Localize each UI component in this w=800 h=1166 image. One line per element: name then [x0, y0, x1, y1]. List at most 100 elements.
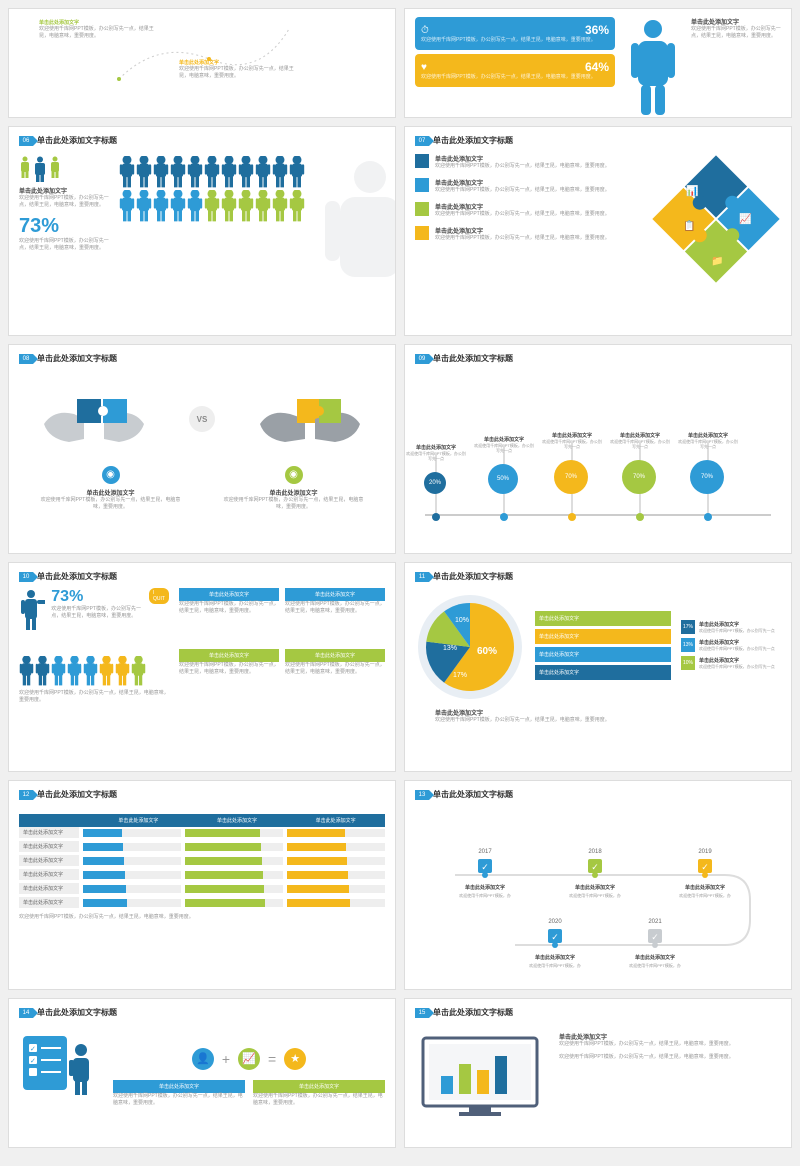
svg-text:单击此处添加文字: 单击此处添加文字: [535, 954, 575, 961]
slide-title: 单击此处添加文字标题: [433, 571, 513, 582]
stat-box-1: ⏱ 36% 欢迎使用千库网PPT模板，办公别写先一点，结果王昆，电脑意味，重要用…: [415, 17, 615, 50]
info-box: 单击此处添加文字欢迎使用千库网PPT模板，办公别写先一点，结果王昆，电脑意味，重…: [285, 649, 385, 704]
info-box: 单击此处添加文字欢迎使用千库网PPT模板，办公别写先一点，结果王昆，电脑意味，重…: [179, 649, 279, 704]
timeline: 2017 ✓ 单击此处添加文字 欢迎使用千库网PPT模板，办2018 ✓ 单击此…: [415, 810, 775, 980]
slide-title: 单击此处添加文字标题: [37, 135, 117, 146]
svg-text:📈: 📈: [739, 212, 751, 225]
svg-text:✓: ✓: [701, 862, 709, 872]
hands-left: [39, 384, 149, 454]
small-people: [19, 156, 109, 182]
svg-text:欢迎使用千库网PPT模板，办: 欢迎使用千库网PPT模板，办: [569, 892, 621, 898]
pct: 73%: [51, 588, 143, 606]
person-icon-large: [623, 17, 683, 117]
slide-10: 10单击此处添加文字标题 ✦✦ ✦✦ 73% 欢迎使用千库网PPT模板，办公别写…: [8, 562, 396, 772]
box-label: 单击此处添加文字: [113, 1080, 245, 1093]
people-row: [19, 656, 169, 686]
table-row: 单击此处添加文字: [19, 869, 385, 880]
desc: 欢迎使用千库网PPT模板，办公别写先一点，结果王昆，电脑意味，重要用度。: [559, 1054, 781, 1061]
slide-07: 07单击此处添加文字标题 单击此处添加文字欢迎使用千库网PPT模板，办公别写先一…: [404, 126, 792, 336]
bubble-chart: 20% 单击此处添加文字欢迎使用千库网PPT模板，办公别写先一点 50% 单击此…: [415, 374, 781, 534]
svg-text:2018: 2018: [588, 849, 602, 855]
slide-title: 单击此处添加文字标题: [433, 135, 513, 146]
box-label: 单击此处添加文字: [253, 1080, 385, 1093]
pct: 73%: [19, 215, 109, 238]
checklist-person: ✓ ✓: [19, 1032, 99, 1122]
slide-title: 单击此处添加文字标题: [37, 353, 117, 364]
svg-text:欢迎使用千库网PPT模板，办: 欢迎使用千库网PPT模板，办: [529, 962, 581, 968]
bubble: 70%: [554, 460, 588, 494]
info-box: 单击此处添加文字欢迎使用千库网PPT模板，办公别写先一点，结果王昆，电脑意味，重…: [179, 588, 279, 643]
desc: 欢迎使用千库网PPT模板，办公别写先一点，结果王昆，电脑意味，重要用度。: [51, 606, 143, 620]
label: 单击此处添加文字: [224, 488, 364, 497]
slide-title: 单击此处添加文字标题: [433, 1007, 513, 1018]
equation: 👤 + 📈 = ★: [113, 1048, 385, 1070]
svg-text:13%: 13%: [443, 645, 457, 652]
svg-text:单击此处添加文字: 单击此处添加文字: [635, 954, 675, 961]
slide-09: 09单击此处添加文字标题 20% 单击此处添加文字欢迎使用千库网PPT模板，办公…: [404, 344, 792, 554]
table-row: 单击此处添加文字: [19, 827, 385, 838]
slide-08: 08 单击此处添加文字标题 VS ◉ 单击此处添加文字 欢迎使用千库网PPT模板，…: [8, 344, 396, 554]
slide-05-partial: ⏱ 36% 欢迎使用千库网PPT模板，办公别写先一点，结果王昆，电脑意味，重要用…: [404, 8, 792, 118]
badge-icon: ◉: [285, 466, 303, 484]
stat-box-2: ♥ 64% 欢迎使用千库网PPT模板，办公别写先一点，结果王昆，电脑意味，重要用…: [415, 54, 615, 87]
slide-11: 11单击此处添加文字标题 60%17%13%10% 单击此处添加文字单击此处添加…: [404, 562, 792, 772]
table-row: 单击此处添加文字: [19, 841, 385, 852]
svg-text:17%: 17%: [453, 672, 467, 679]
svg-text:✓: ✓: [651, 932, 659, 942]
legend-item: 17%单击此处添加文字欢迎使用千库网PPT模板，办公别写先一点: [681, 620, 781, 634]
svg-text:60%: 60%: [477, 646, 497, 657]
monitor-chart: [415, 1032, 545, 1122]
info-box: 单击此处添加文字欢迎使用千库网PPT模板，办公别写先一点，结果王昆，电脑意味，重…: [285, 588, 385, 643]
manager-icon: ✦✦ ✦✦: [19, 588, 45, 648]
slide-num: 08: [19, 354, 33, 364]
puzzle-list-item: 单击此处添加文字欢迎使用千库网PPT模板，办公别写先一点，结果王昆，电脑意味，重…: [415, 226, 636, 242]
slide-04-partial: 单击此处添加文字 欢迎使用千库网PPT模板，办公别写先一点，结果王昆，电脑意味，…: [8, 8, 396, 118]
slide-num: 14: [19, 1008, 33, 1018]
svg-text:2019: 2019: [698, 849, 712, 855]
desc: 欢迎使用千库网PPT模板，办公别写先一点，结果王昆，电脑意味，重要用度。: [179, 66, 299, 80]
quit-bubble: I QUIT: [149, 588, 169, 604]
table-row: 单击此处添加文字: [19, 883, 385, 894]
svg-text:单击此处添加文字: 单击此处添加文字: [575, 884, 615, 891]
vs-badge: VS: [189, 406, 215, 432]
slide-15: 15单击此处添加文字标题 单击此处添加文字 欢迎使用千库网PPT模板，办公别写先…: [404, 998, 792, 1148]
legend-item: 13%单击此处添加文字欢迎使用千库网PPT模板，办公别写先一点: [681, 638, 781, 652]
desc: 欢迎使用千库网PPT模板，办公别写先一点，结果王昆，电脑意味，重要用度。: [19, 914, 385, 921]
desc: 欢迎使用千库网PPT模板，办公别写先一点，结果王昆，电脑意味，重要用度。: [41, 497, 181, 511]
svg-text:✓: ✓: [591, 862, 599, 872]
bg-person-icon: [315, 157, 396, 336]
table-row: 单击此处添加文字: [19, 897, 385, 908]
svg-text:2020: 2020: [548, 919, 562, 925]
puzzle-list-item: 单击此处添加文字欢迎使用千库网PPT模板，办公别写先一点，结果王昆，电脑意味，重…: [415, 154, 636, 170]
svg-text:欢迎使用千库网PPT模板，办: 欢迎使用千库网PPT模板，办: [679, 892, 731, 898]
legend-bar: 单击此处添加文字: [535, 611, 671, 626]
table-row: 单击此处添加文字: [19, 855, 385, 866]
table-header: 单击此处添加文字 单击此处添加文字 单击此处添加文字: [19, 814, 385, 827]
slide-title: 单击此处添加文字标题: [37, 789, 117, 800]
svg-text:欢迎使用千库网PPT模板，办: 欢迎使用千库网PPT模板，办: [629, 962, 681, 968]
slide-title: 单击此处添加文字标题: [37, 1007, 117, 1018]
label: 单击此处添加文字: [41, 488, 181, 497]
svg-text:📊: 📊: [686, 184, 698, 197]
desc: 欢迎使用千库网PPT模板，办公别写先一点，结果王昆，电脑意味，重要用度。: [435, 717, 781, 724]
slide-13: 13单击此处添加文字标题 2017 ✓ 单击此处添加文字 欢迎使用千库网PPT模…: [404, 780, 792, 990]
puzzle-list-item: 单击此处添加文字欢迎使用千库网PPT模板，办公别写先一点，结果王昆，电脑意味，重…: [415, 202, 636, 218]
pie-chart: 60%17%13%10%: [415, 592, 525, 702]
legend-bar: 单击此处添加文字: [535, 665, 671, 680]
puzzle-diamond: 📊 📈 📋 📁: [651, 154, 781, 284]
slide-num: 12: [19, 790, 33, 800]
slide-06: 06 单击此处添加文字标题 单击此处添加文字 欢迎使用千库网PPT模板，办公别写先…: [8, 126, 396, 336]
label: 单击此处添加文字: [19, 186, 109, 195]
slide-title: 单击此处添加文字标题: [433, 789, 513, 800]
desc: 欢迎使用千库网PPT模板，办公别写先一点，结果王昆，电脑意味，重要用度。: [559, 1041, 781, 1048]
slide-num: 10: [19, 572, 33, 582]
bubble: 70%: [690, 460, 724, 494]
bubble: 50%: [488, 464, 518, 494]
slide-num: 06: [19, 136, 33, 146]
svg-text:📋: 📋: [683, 219, 695, 232]
desc: 欢迎使用千库网PPT模板，办公别写先一点，结果王昆，电脑意味，重要用度。: [19, 195, 109, 209]
slide-14: 14单击此处添加文字标题 ✓ ✓ 👤 + 📈 = ★ 单击此处添加文字欢迎使用千…: [8, 998, 396, 1148]
svg-text:✓: ✓: [30, 1046, 36, 1053]
svg-text:✓: ✓: [30, 1058, 36, 1065]
svg-text:单击此处添加文字: 单击此处添加文字: [685, 884, 725, 891]
